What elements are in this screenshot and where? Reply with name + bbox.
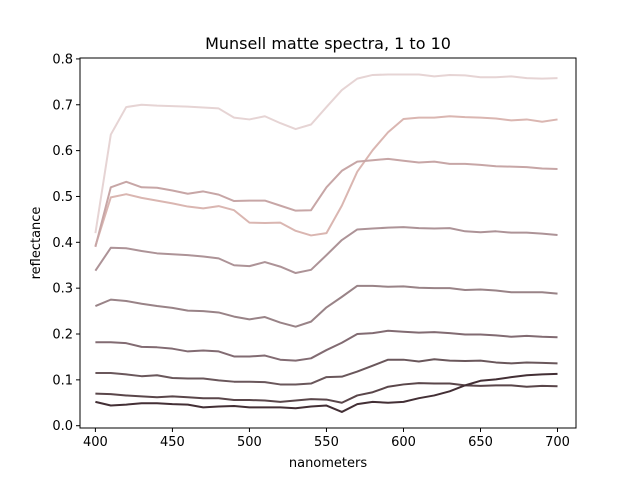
x-tick-label: 600 — [391, 435, 416, 450]
y-axis-label: reflectance — [29, 207, 44, 280]
x-tick-label: 400 — [83, 435, 108, 450]
x-tick-label: 550 — [314, 435, 339, 450]
series-line-1 — [94, 73, 558, 234]
y-tick-label: 0.6 — [52, 144, 73, 159]
x-tick-label: 650 — [468, 435, 493, 450]
y-axis-ticks: 0.0 0.1 0.2 0.3 0.4 0.5 0.6 0.7 0.8 — [52, 52, 80, 434]
series-line-4 — [94, 226, 558, 275]
y-tick-label: 0.2 — [52, 328, 73, 343]
y-tick-label: 0.3 — [52, 282, 73, 297]
series-line-9 — [95, 372, 558, 413]
series-line-3 — [94, 157, 558, 248]
x-axis-label: nanometers — [289, 456, 368, 471]
y-tick-label: 0.0 — [52, 419, 73, 434]
series-line-2 — [94, 115, 558, 247]
y-tick-label: 0.7 — [52, 98, 73, 113]
x-tick-label: 450 — [160, 435, 185, 450]
chart-title: Munsell matte spectra, 1 to 10 — [205, 34, 451, 53]
series-line-8 — [95, 382, 558, 404]
y-tick-label: 0.1 — [52, 373, 73, 388]
y-tick-label: 0.8 — [52, 52, 73, 67]
x-tick-label: 700 — [545, 435, 570, 450]
x-tick-label: 500 — [237, 435, 262, 450]
y-tick-label: 0.4 — [52, 236, 73, 251]
plot-frame — [79, 57, 577, 429]
series-lines — [94, 73, 558, 413]
x-axis-ticks: 400 450 500 550 600 650 700 — [83, 428, 570, 450]
series-line-6 — [95, 329, 558, 362]
series-line-7 — [95, 358, 558, 386]
y-tick-label: 0.5 — [52, 190, 73, 205]
series-line-5 — [95, 284, 558, 328]
